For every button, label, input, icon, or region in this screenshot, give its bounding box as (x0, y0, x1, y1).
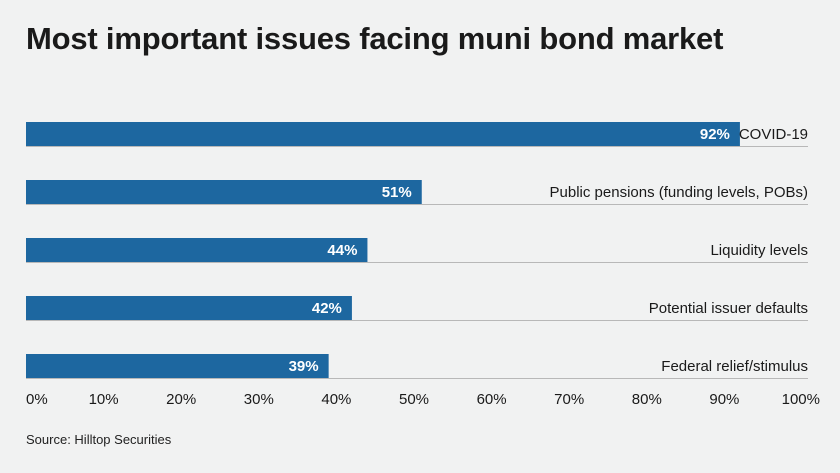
bar-value-label: 42% (312, 300, 342, 317)
x-tick-label: 80% (632, 391, 662, 408)
x-tick-label: 30% (244, 391, 274, 408)
bar-value-label: 92% (700, 126, 730, 143)
bar (26, 238, 368, 262)
x-tick-label: 20% (166, 391, 196, 408)
x-tick-label: 10% (89, 391, 119, 408)
bar (26, 180, 422, 204)
x-tick-label: 40% (321, 391, 351, 408)
category-label: Potential issuer defaults (649, 300, 808, 317)
x-tick-label: 0% (26, 391, 48, 408)
category-label: Liquidity levels (710, 242, 808, 259)
bar (26, 354, 329, 378)
x-tick-label: 50% (399, 391, 429, 408)
source-note: Source: Hilltop Securities (26, 432, 172, 447)
bar-value-label: 51% (382, 184, 412, 201)
bar-value-label: 44% (327, 242, 357, 259)
x-tick-label: 70% (554, 391, 584, 408)
x-tick-label: 100% (782, 391, 820, 408)
bar (26, 296, 352, 320)
chart-title: Most important issues facing muni bond m… (26, 21, 724, 56)
x-tick-label: 60% (477, 391, 507, 408)
category-label: COVID-19 (739, 126, 808, 143)
category-label: Federal relief/stimulus (661, 358, 808, 375)
x-tick-label: 90% (709, 391, 739, 408)
bar (26, 122, 740, 146)
bar-value-label: 39% (289, 358, 319, 375)
category-label: Public pensions (funding levels, POBs) (550, 184, 808, 201)
